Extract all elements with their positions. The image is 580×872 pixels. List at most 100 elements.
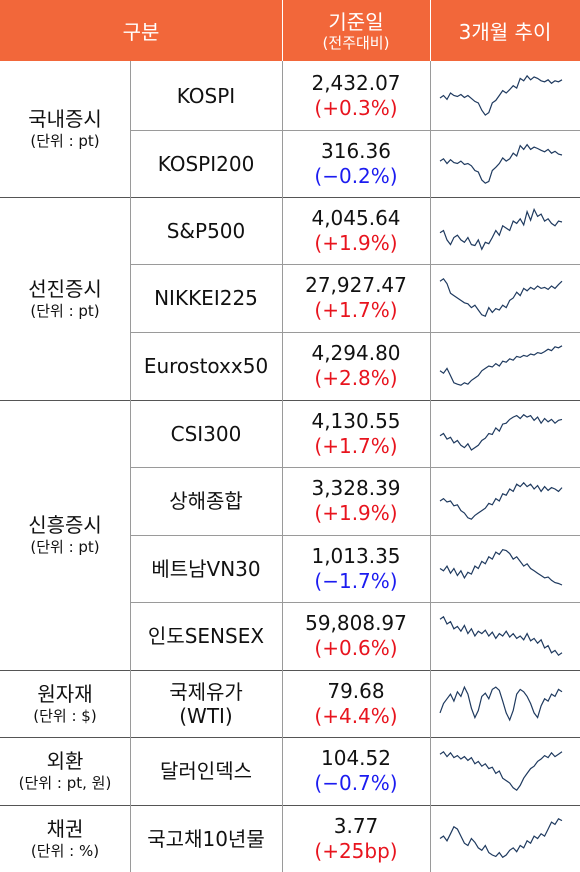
row-divider [130,332,580,333]
table-row: Eurostoxx50 4,294.80 (+2.8%) [130,332,580,400]
category-cell: 채권 (단위 : %) [0,805,130,872]
table-row: KOSPI200 316.36 (−0.2%) [130,130,580,197]
trend-sparkline [432,130,568,197]
index-value: 4,294.80 [311,341,401,365]
index-name: KOSPI [176,83,236,108]
sparkline-chart [439,413,563,451]
column-divider [130,61,131,872]
index-name: KOSPI200 [157,151,255,176]
category-unit: (단위 : pt) [30,301,100,320]
table-row: 인도SENSEX 59,808.97 (+0.6%) [130,602,580,670]
trend-sparkline [432,400,568,467]
sparkline-chart [439,818,563,859]
sparkline-path [439,685,563,722]
table-row: 국제유가 (WTI) 79.68 (+4.4%) [130,670,580,737]
group-divider [0,197,580,198]
index-name: CSI300 [170,421,242,446]
value-cell: 104.52 (−0.7%) [282,737,430,805]
value-cell: 4,294.80 (+2.8%) [282,332,430,400]
category-cell: 외환 (단위 : pt, 원) [0,737,130,805]
sparkline-chart [439,549,563,586]
index-change: (+1.9%) [314,230,398,255]
column-divider [430,61,431,872]
value-cell: 79.68 (+4.4%) [282,670,430,737]
sparkline-path [439,345,563,386]
header-date-label: 기준일 [328,9,384,34]
index-value: 4,045.64 [311,205,401,230]
index-change: (+1.9%) [314,501,398,525]
index-value: 59,808.97 [305,611,407,635]
trend-sparkline [432,61,568,130]
table-row: 베트남VN30 1,013.35 (−1.7%) [130,535,580,602]
index-change: (+1.7%) [314,433,398,458]
header-date-sub: (전주대비) [322,33,390,52]
sparkline-path [439,413,563,451]
row-divider [130,467,580,468]
group-divider [0,737,580,738]
category-name: 국내증시 [28,107,102,131]
trend-sparkline [432,737,568,805]
index-name: 국제유가 (WTI) [169,679,243,728]
sparkline-chart [439,207,563,251]
category-unit: (단위 : pt) [30,538,100,556]
value-cell: 1,013.35 (−1.7%) [282,535,430,602]
sparkline-path [439,481,563,520]
sparkline-chart [439,277,563,317]
index-value: 3.77 [333,813,379,838]
category-cell: 선진증시 (단위 : pt) [0,197,130,400]
category-name: 신흥증시 [28,513,102,537]
trend-sparkline [432,467,568,535]
category-cell: 신흥증시 (단위 : pt) [0,400,130,670]
sparkline-chart [439,685,563,722]
index-change: (−0.7%) [314,771,398,795]
group-divider [0,670,580,671]
value-cell: 316.36 (−0.2%) [282,130,430,197]
index-name: NIKKEI225 [154,286,258,310]
table-row: KOSPI 2,432.07 (+0.3%) [130,61,580,130]
index-name: 국고채10년물 [147,826,265,851]
sparkline-chart [439,750,563,792]
row-divider [130,130,580,131]
trend-sparkline [432,602,568,670]
index-name: 인도SENSEX [147,624,265,648]
sparkline-path [439,277,563,317]
header-date: 기준일 (전주대비) [282,0,430,61]
table-header: 구분 기준일 (전주대비) 3개월 추이 [0,0,580,61]
column-divider [282,61,283,872]
index-change: (+25bp) [314,838,398,863]
index-value: 104.52 [321,746,391,770]
sparkline-chart [439,143,563,184]
value-cell: 3,328.39 (+1.9%) [282,467,430,535]
index-value: 2,432.07 [311,70,401,95]
index-change: (+0.6%) [314,636,398,660]
index-value: 4,130.55 [311,408,401,433]
trend-sparkline [432,332,568,400]
category-name: 원자재 [37,681,93,706]
index-change: (+4.4%) [314,703,398,728]
sparkline-path [439,74,563,116]
category-name: 채권 [46,816,84,841]
header-trend: 3개월 추이 [458,20,552,44]
index-change: (+0.3%) [314,95,398,120]
index-change: (−0.2%) [314,163,398,188]
index-value: 79.68 [327,678,385,703]
index-value: 1,013.35 [311,543,401,568]
row-divider [130,535,580,536]
sparkline-path [439,143,563,184]
header-category: 구분 [122,20,160,44]
value-cell: 59,808.97 (+0.6%) [282,602,430,670]
table-row: 달러인덱스 104.52 (−0.7%) [130,737,580,805]
sparkline-chart [439,481,563,520]
header-divider [282,0,283,61]
sparkline-path [439,615,563,657]
value-cell: 3.77 (+25bp) [282,805,430,872]
category-unit: (단위 : pt, 원) [18,774,112,792]
trend-sparkline [432,197,568,264]
header-divider [430,0,431,61]
value-cell: 2,432.07 (+0.3%) [282,61,430,130]
index-value: 27,927.47 [305,273,407,297]
trend-sparkline [432,805,568,872]
trend-sparkline [432,264,568,332]
value-cell: 27,927.47 (+1.7%) [282,264,430,332]
